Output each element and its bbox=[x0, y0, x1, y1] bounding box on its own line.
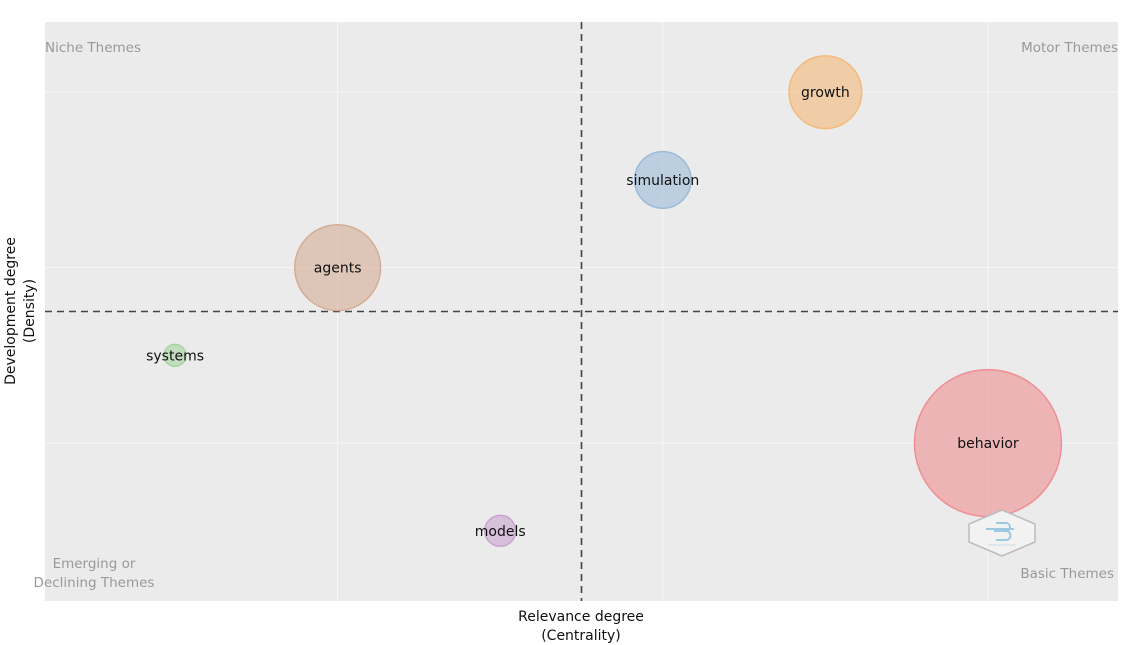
quadrant-label-emerging-line-2: Declining Themes bbox=[34, 575, 155, 591]
hexagon-logo-icon bbox=[968, 509, 1036, 557]
bubble-label-agents: agents bbox=[314, 261, 362, 277]
bubble-label-models: models bbox=[475, 524, 526, 540]
x-axis-title-line-1: Relevance degree bbox=[518, 609, 644, 625]
bubble-simulation bbox=[633, 150, 692, 209]
bubble-label-systems: systems bbox=[146, 348, 204, 364]
bubble-models bbox=[483, 514, 517, 548]
y-axis-title-line-2: (Density) bbox=[22, 279, 38, 343]
bubbles: growth simulation agents systems behavior mod… bbox=[146, 55, 1063, 548]
y-axis-title-line-1: Development degree bbox=[3, 237, 19, 385]
bubble-systems bbox=[163, 343, 187, 368]
bubble-agents bbox=[293, 223, 382, 312]
quadrant-label-emerging-line-1: Emerging or bbox=[53, 556, 136, 572]
bubble-label-simulation: simulation bbox=[626, 173, 699, 189]
quadrant-label-motor: Motor Themes bbox=[1021, 40, 1118, 56]
quadrant-label-niche: Niche Themes bbox=[45, 40, 141, 56]
threshold-lines bbox=[45, 22, 1118, 601]
bubble-growth bbox=[788, 55, 863, 130]
x-axis-title-line-2: (Centrality) bbox=[541, 628, 621, 644]
bubble-label-growth: growth bbox=[801, 85, 850, 101]
quadrant-label-basic: Basic Themes bbox=[1020, 566, 1114, 582]
bubble-label-behavior: behavior bbox=[957, 436, 1019, 452]
